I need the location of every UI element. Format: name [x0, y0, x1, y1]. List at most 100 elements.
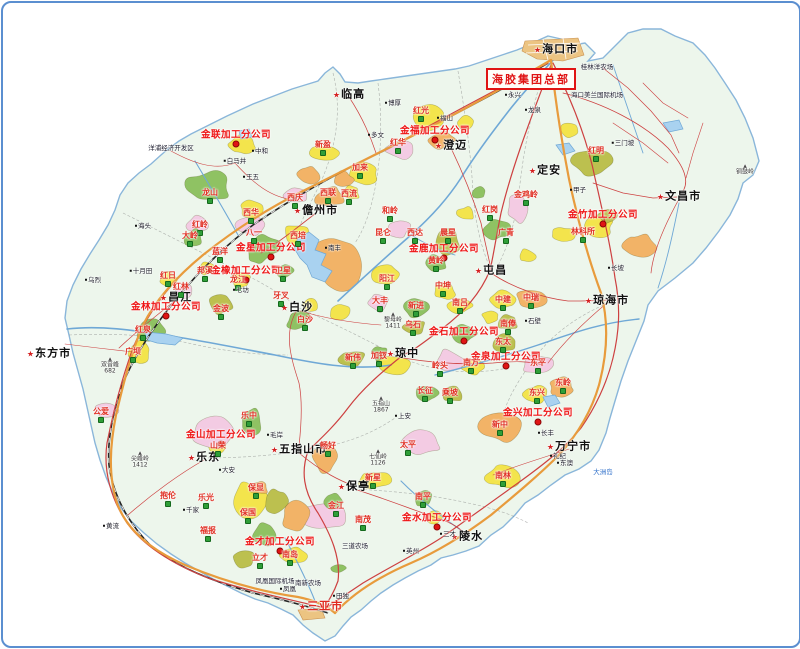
farm-label: 西流	[341, 189, 357, 198]
farm-label: 福报	[200, 526, 216, 535]
town-label: 礼纪	[550, 453, 566, 460]
peak-icon: ▲	[379, 395, 383, 402]
town-dot-icon	[550, 454, 552, 457]
town-dot-icon	[223, 159, 226, 162]
branch-label: 金鹿加工分公司	[408, 243, 480, 255]
branch-dot	[232, 140, 240, 148]
city-star-icon: ★	[280, 303, 289, 313]
farm-area-patch	[483, 464, 521, 489]
farm-area-patch	[471, 186, 486, 199]
town-label: 黄流	[103, 523, 119, 530]
farm-dot	[130, 357, 136, 363]
farm-dot	[528, 303, 534, 309]
town-label: 多文	[368, 132, 384, 139]
place-label: 三道农场	[342, 541, 368, 550]
farm-label: 和岭	[382, 206, 398, 215]
town-label: 大安	[219, 467, 235, 474]
town-dot-icon	[333, 594, 335, 597]
farm-label: 蓝洋	[212, 247, 228, 256]
farm-dot	[203, 503, 209, 509]
farm-label: 东兴	[529, 388, 545, 397]
farm-label: 昆仑	[375, 228, 391, 237]
city-label: ★定安	[528, 163, 562, 177]
town-dot-icon	[252, 149, 254, 152]
city-star-icon: ★	[474, 266, 483, 276]
branch-label: 金橡加工分公司	[210, 265, 282, 277]
farm-label: 抱伦	[160, 491, 176, 500]
place-label: 桂林洋农场	[580, 62, 614, 71]
city-label: ★五指山市	[270, 442, 328, 456]
farm-label: 邦溪	[197, 266, 213, 275]
town-label: 王五	[243, 174, 259, 181]
farm-dot	[593, 156, 599, 162]
farm-label: 东平	[530, 358, 546, 367]
farm-label: 南茂	[355, 515, 371, 524]
farm-label: 龙山	[202, 188, 218, 197]
town-dot-icon	[103, 524, 105, 527]
farm-area-patch	[415, 386, 440, 402]
farm-dot	[197, 230, 203, 236]
city-label: ★海口市	[533, 42, 579, 56]
farm-area-patch	[456, 206, 474, 220]
farm-label: 东太	[495, 337, 511, 346]
place-label: 大洲岛	[593, 467, 613, 476]
branch-dot	[267, 253, 275, 261]
farm-dot	[292, 203, 298, 209]
rivers	[66, 57, 680, 602]
town-label: 福山	[437, 115, 453, 122]
farm-area-patch	[434, 281, 456, 300]
farm-label: 卫星	[275, 266, 291, 275]
town-label: 甲子	[570, 187, 586, 194]
farm-dot	[523, 200, 529, 206]
peak-icon: ▲	[138, 450, 142, 457]
city-star-icon: ★	[159, 293, 168, 303]
town-dot-icon	[325, 246, 327, 249]
farm-label: 白沙	[297, 315, 313, 324]
branch-dot	[162, 312, 170, 320]
mountain-label: ▲ 铜鼓岭	[735, 163, 755, 176]
branch-label: 金福加工分公司	[399, 125, 471, 137]
town-label: 南丰	[325, 245, 341, 252]
branch-label: 金山加工分公司	[185, 429, 257, 441]
farm-dot	[457, 308, 463, 314]
farm-label: 红明	[588, 146, 604, 155]
farm-dot	[280, 276, 286, 282]
farm-label: 八一	[246, 228, 262, 237]
farm-dot	[205, 536, 211, 542]
farm-dot	[235, 285, 241, 291]
town-dot-icon	[385, 101, 387, 104]
city-star-icon: ★	[533, 45, 542, 55]
farm-area-patch	[251, 522, 277, 547]
city-star-icon: ★	[293, 206, 302, 216]
farm-area-patch	[481, 310, 499, 324]
farm-dot	[98, 417, 104, 423]
town-dot-icon	[129, 269, 132, 272]
town-label: 白马井	[223, 158, 246, 165]
farm-area-patch	[482, 219, 512, 241]
town-label: 中和	[252, 148, 268, 155]
farm-label: 牙叉	[273, 291, 289, 300]
farm-dot	[246, 421, 252, 427]
town-label: 上安	[395, 413, 411, 420]
peak-icon: ▲	[391, 311, 395, 318]
farm-label: 岭头	[432, 361, 448, 370]
farm-dot	[500, 347, 506, 353]
farm-label: 中建	[495, 295, 511, 304]
town-dot-icon	[403, 549, 405, 552]
farm-label: 立才	[252, 553, 268, 562]
farm-label: 乘坡	[442, 388, 458, 397]
farm-dot	[487, 215, 493, 221]
farm-area-patch	[371, 264, 400, 285]
farm-label: 南吕	[452, 298, 468, 307]
city-label: ★东方市	[26, 346, 72, 360]
farm-dot	[165, 281, 171, 287]
farm-dot	[445, 238, 451, 244]
farm-dot	[580, 237, 586, 243]
town-dot-icon	[611, 141, 614, 144]
mountain-label: ▲ 黎母岭 1411	[383, 311, 403, 330]
farm-dot	[405, 450, 411, 456]
town-label: 毛岸	[267, 432, 283, 439]
farm-area-patch	[367, 293, 389, 313]
city-label: ★澄迈	[434, 138, 468, 152]
